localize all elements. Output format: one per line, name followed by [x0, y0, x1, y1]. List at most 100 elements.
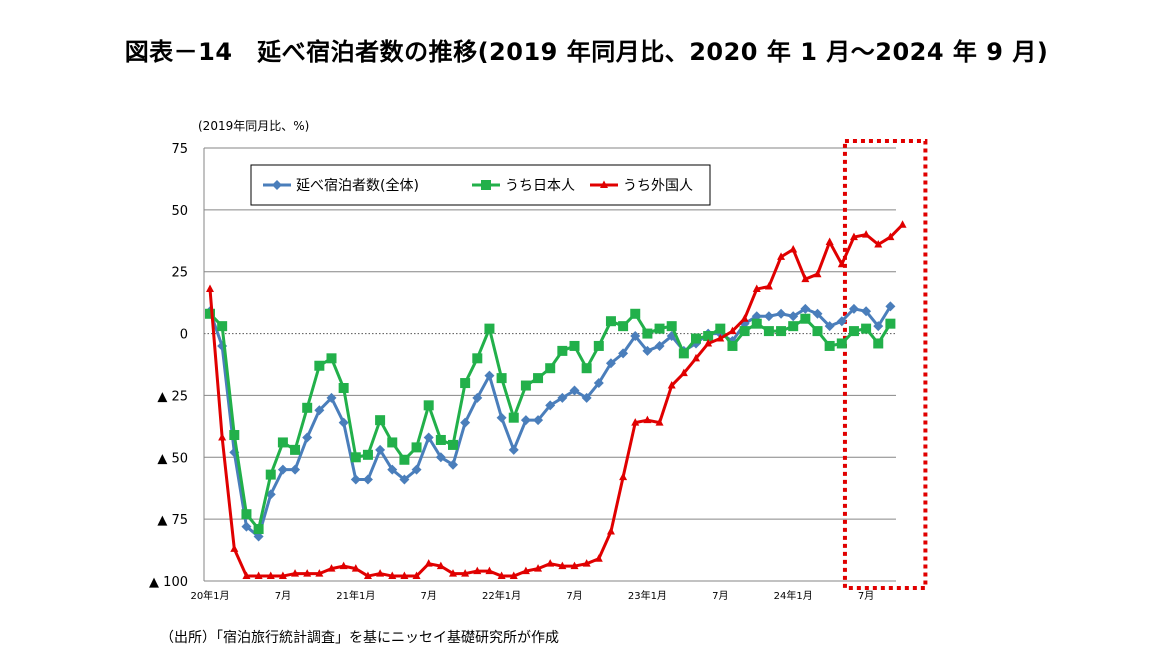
data-point — [241, 521, 252, 532]
data-point — [218, 432, 227, 441]
data-point — [265, 469, 276, 480]
data-point — [230, 544, 239, 552]
y-axis-unit-label: (2019年同月比、%) — [198, 119, 310, 133]
data-point — [752, 284, 761, 293]
data-point — [824, 340, 835, 351]
data-point — [788, 311, 799, 322]
data-point — [481, 180, 491, 190]
data-point — [290, 464, 301, 475]
data-point — [788, 321, 799, 332]
data-point — [423, 432, 434, 443]
data-point — [593, 340, 604, 351]
data-point — [229, 430, 240, 441]
data-point — [436, 561, 445, 570]
data-point — [776, 308, 787, 319]
data-point — [569, 385, 580, 396]
data-point — [302, 402, 313, 413]
data-point — [362, 449, 373, 460]
y-tick-label: ▲ 25 — [157, 389, 188, 404]
y-tick-label: 0 — [180, 328, 188, 343]
data-point — [533, 373, 544, 384]
data-point — [508, 444, 519, 455]
data-point — [533, 415, 544, 426]
legend-item: うち日本人 — [472, 178, 575, 194]
source-note: （出所）「宿泊旅行統計調査」を基にニッセイ基礎研究所が作成 — [160, 630, 559, 646]
data-point — [557, 345, 568, 356]
data-point — [375, 444, 386, 455]
series-3 — [206, 220, 907, 580]
data-point — [692, 353, 700, 362]
data-point — [606, 527, 615, 535]
legend-item: うち外国人 — [590, 178, 693, 194]
data-point — [266, 571, 275, 580]
data-point — [825, 237, 834, 246]
data-point — [812, 326, 823, 337]
x-tick-label: 7月 — [421, 590, 437, 602]
data-point — [472, 392, 483, 403]
series-2 — [205, 308, 896, 535]
data-point — [338, 383, 349, 394]
x-tick-label: 7月 — [566, 590, 582, 602]
legend: 延べ宿泊者数(全体) うち日本人 うち外国人 — [250, 164, 711, 206]
data-point — [485, 566, 494, 575]
data-point — [534, 564, 543, 572]
data-point — [558, 561, 567, 570]
data-point — [449, 569, 457, 577]
data-point — [727, 340, 738, 351]
data-point — [302, 432, 313, 443]
x-tick-label: 24年1月 — [774, 589, 813, 602]
data-point — [509, 571, 518, 580]
data-point — [362, 474, 373, 485]
data-point — [764, 282, 773, 290]
data-point — [848, 326, 859, 337]
data-point — [593, 378, 604, 389]
data-point — [461, 569, 470, 577]
data-point — [326, 353, 337, 364]
data-point — [813, 269, 822, 278]
x-tick-label: 7月 — [858, 590, 874, 602]
x-tick-label: 7月 — [275, 590, 291, 602]
data-point — [630, 308, 641, 319]
data-point — [472, 353, 483, 364]
series-1 — [205, 301, 896, 542]
data-point — [715, 323, 726, 334]
x-tick-label: 20年1月 — [190, 589, 229, 602]
chart-title: 図表－14 延べ宿泊者数の推移(2019 年同月比、2020 年 1 月～202… — [124, 38, 1049, 66]
data-point — [327, 564, 336, 572]
data-point — [278, 571, 287, 580]
series-line — [208, 223, 904, 578]
data-point — [777, 252, 786, 260]
data-point — [387, 464, 398, 475]
data-point — [399, 454, 410, 465]
x-tick-label: 22年1月 — [482, 589, 521, 602]
data-point — [642, 345, 653, 356]
data-point — [217, 321, 228, 332]
data-point — [546, 559, 555, 567]
data-point — [691, 333, 701, 344]
data-point — [314, 360, 325, 371]
data-point — [277, 437, 288, 448]
data-point — [411, 442, 422, 453]
series-line — [208, 305, 892, 538]
data-point — [545, 400, 556, 411]
data-point — [545, 363, 556, 374]
data-point — [594, 554, 603, 562]
data-point — [716, 334, 725, 342]
data-point — [862, 230, 871, 238]
data-point — [351, 564, 360, 572]
data-point — [326, 392, 337, 403]
x-tick-label: 21年1月 — [336, 589, 375, 602]
data-point — [363, 571, 372, 580]
data-point — [667, 381, 676, 389]
data-point — [206, 284, 214, 293]
data-point — [679, 368, 688, 377]
data-point — [241, 509, 252, 520]
data-point — [763, 311, 774, 322]
data-point — [739, 326, 750, 337]
data-point — [520, 380, 531, 391]
data-point — [484, 370, 495, 381]
data-point — [618, 321, 629, 332]
series-line — [208, 312, 892, 531]
data-point — [375, 415, 386, 426]
data-point — [557, 392, 568, 403]
